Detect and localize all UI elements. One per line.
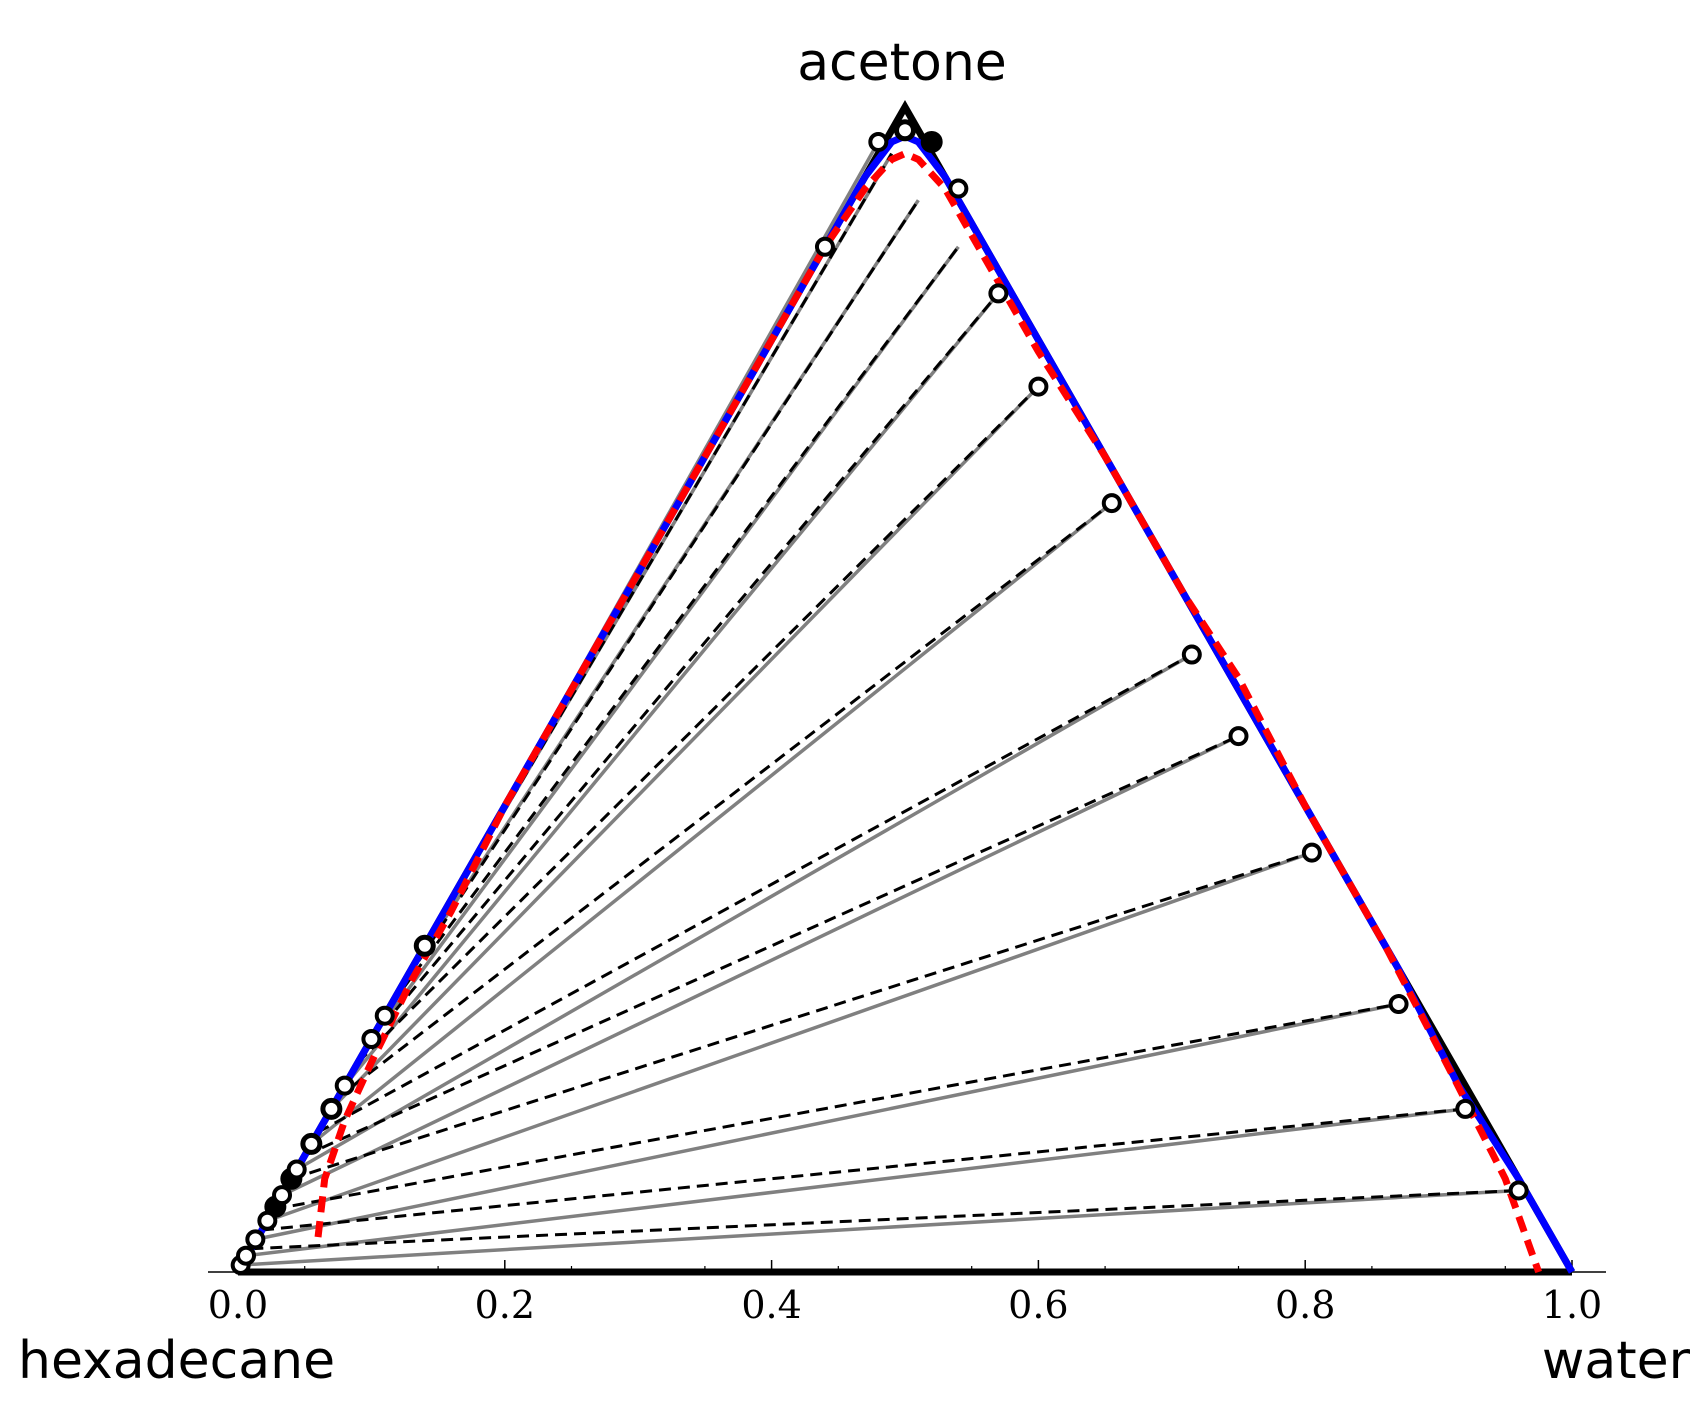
- marker-open: [334, 1075, 355, 1096]
- tie-line-dashed: [290, 851, 1313, 1181]
- marker-open: [814, 236, 835, 257]
- tie-line-solid: [281, 734, 1240, 1197]
- axis-ticks: 0.0 0.2 0.4 0.6 0.8 1.0: [208, 1260, 1602, 1327]
- marker-open: [1228, 726, 1249, 747]
- tie-line-dashed: [396, 199, 920, 994]
- tie-line-solid: [330, 385, 1040, 1111]
- triangle-frame: [208, 99, 1606, 1276]
- marker-open: [1301, 842, 1322, 863]
- marker-open: [257, 1210, 278, 1231]
- tie-line-dashed: [337, 501, 1113, 1099]
- binodal-curves: [234, 132, 1576, 1274]
- marker-open: [361, 1029, 382, 1049]
- marker-open: [1455, 1098, 1476, 1119]
- marker-open: [286, 1159, 307, 1180]
- marker-open: [321, 1098, 342, 1119]
- tie-line-solid: [310, 501, 1113, 1146]
- marker-open: [1508, 1180, 1529, 1201]
- marker-filled: [920, 130, 943, 153]
- marker-open: [895, 120, 915, 141]
- marker-open: [1101, 493, 1122, 514]
- tie-line-dashed: [390, 245, 960, 1005]
- x-tick-label: 0.4: [741, 1283, 801, 1327]
- marker-open: [374, 1005, 395, 1026]
- marker-open: [948, 178, 969, 199]
- x-tick-label: 0.6: [1008, 1283, 1068, 1327]
- tie-line-dashed: [317, 653, 1193, 1134]
- tie-line-solid: [295, 653, 1193, 1171]
- vertex-label-left: hexadecane: [18, 1331, 335, 1391]
- binodal-solid-curve: [234, 132, 1576, 1274]
- tie-line-dashed: [273, 1002, 1399, 1211]
- marker-open: [868, 131, 889, 152]
- marker-open: [245, 1229, 266, 1250]
- vertex-label-right: water: [1542, 1331, 1691, 1391]
- triangle-sides: [234, 99, 1576, 1274]
- marker-open: [1388, 994, 1409, 1015]
- marker-open: [988, 283, 1009, 304]
- tie-line-solid: [343, 292, 1000, 1087]
- tie-line-dashed: [370, 292, 1000, 1040]
- marker-open: [236, 1245, 257, 1266]
- tie-line-dashed: [261, 1107, 1466, 1232]
- data-markers: [230, 119, 1529, 1276]
- marker-open: [272, 1185, 293, 1206]
- x-tick-label: 0.8: [1275, 1283, 1335, 1327]
- tie-line-solid: [266, 850, 1313, 1223]
- marker-open: [1181, 644, 1202, 665]
- tie-line-solid: [245, 1107, 1466, 1258]
- x-tick-label: 1.0: [1542, 1283, 1602, 1327]
- x-tick-label: 0.2: [475, 1283, 535, 1327]
- tie-line-solid: [240, 1188, 1519, 1267]
- tie-line-solid: [254, 1002, 1399, 1242]
- marker-open: [1028, 376, 1049, 397]
- tie-line-dashed: [304, 734, 1240, 1157]
- vertex-label-top: acetone: [797, 33, 1007, 93]
- tie-line-dashed: [251, 1188, 1519, 1251]
- marker-open: [414, 935, 435, 956]
- tie-line-dashed: [357, 385, 1040, 1064]
- binodal-dashed-curve: [314, 150, 1542, 1274]
- x-tick-label: 0.0: [208, 1283, 268, 1327]
- labels: acetone hexadecane water: [18, 33, 1691, 1391]
- marker-open: [301, 1133, 322, 1154]
